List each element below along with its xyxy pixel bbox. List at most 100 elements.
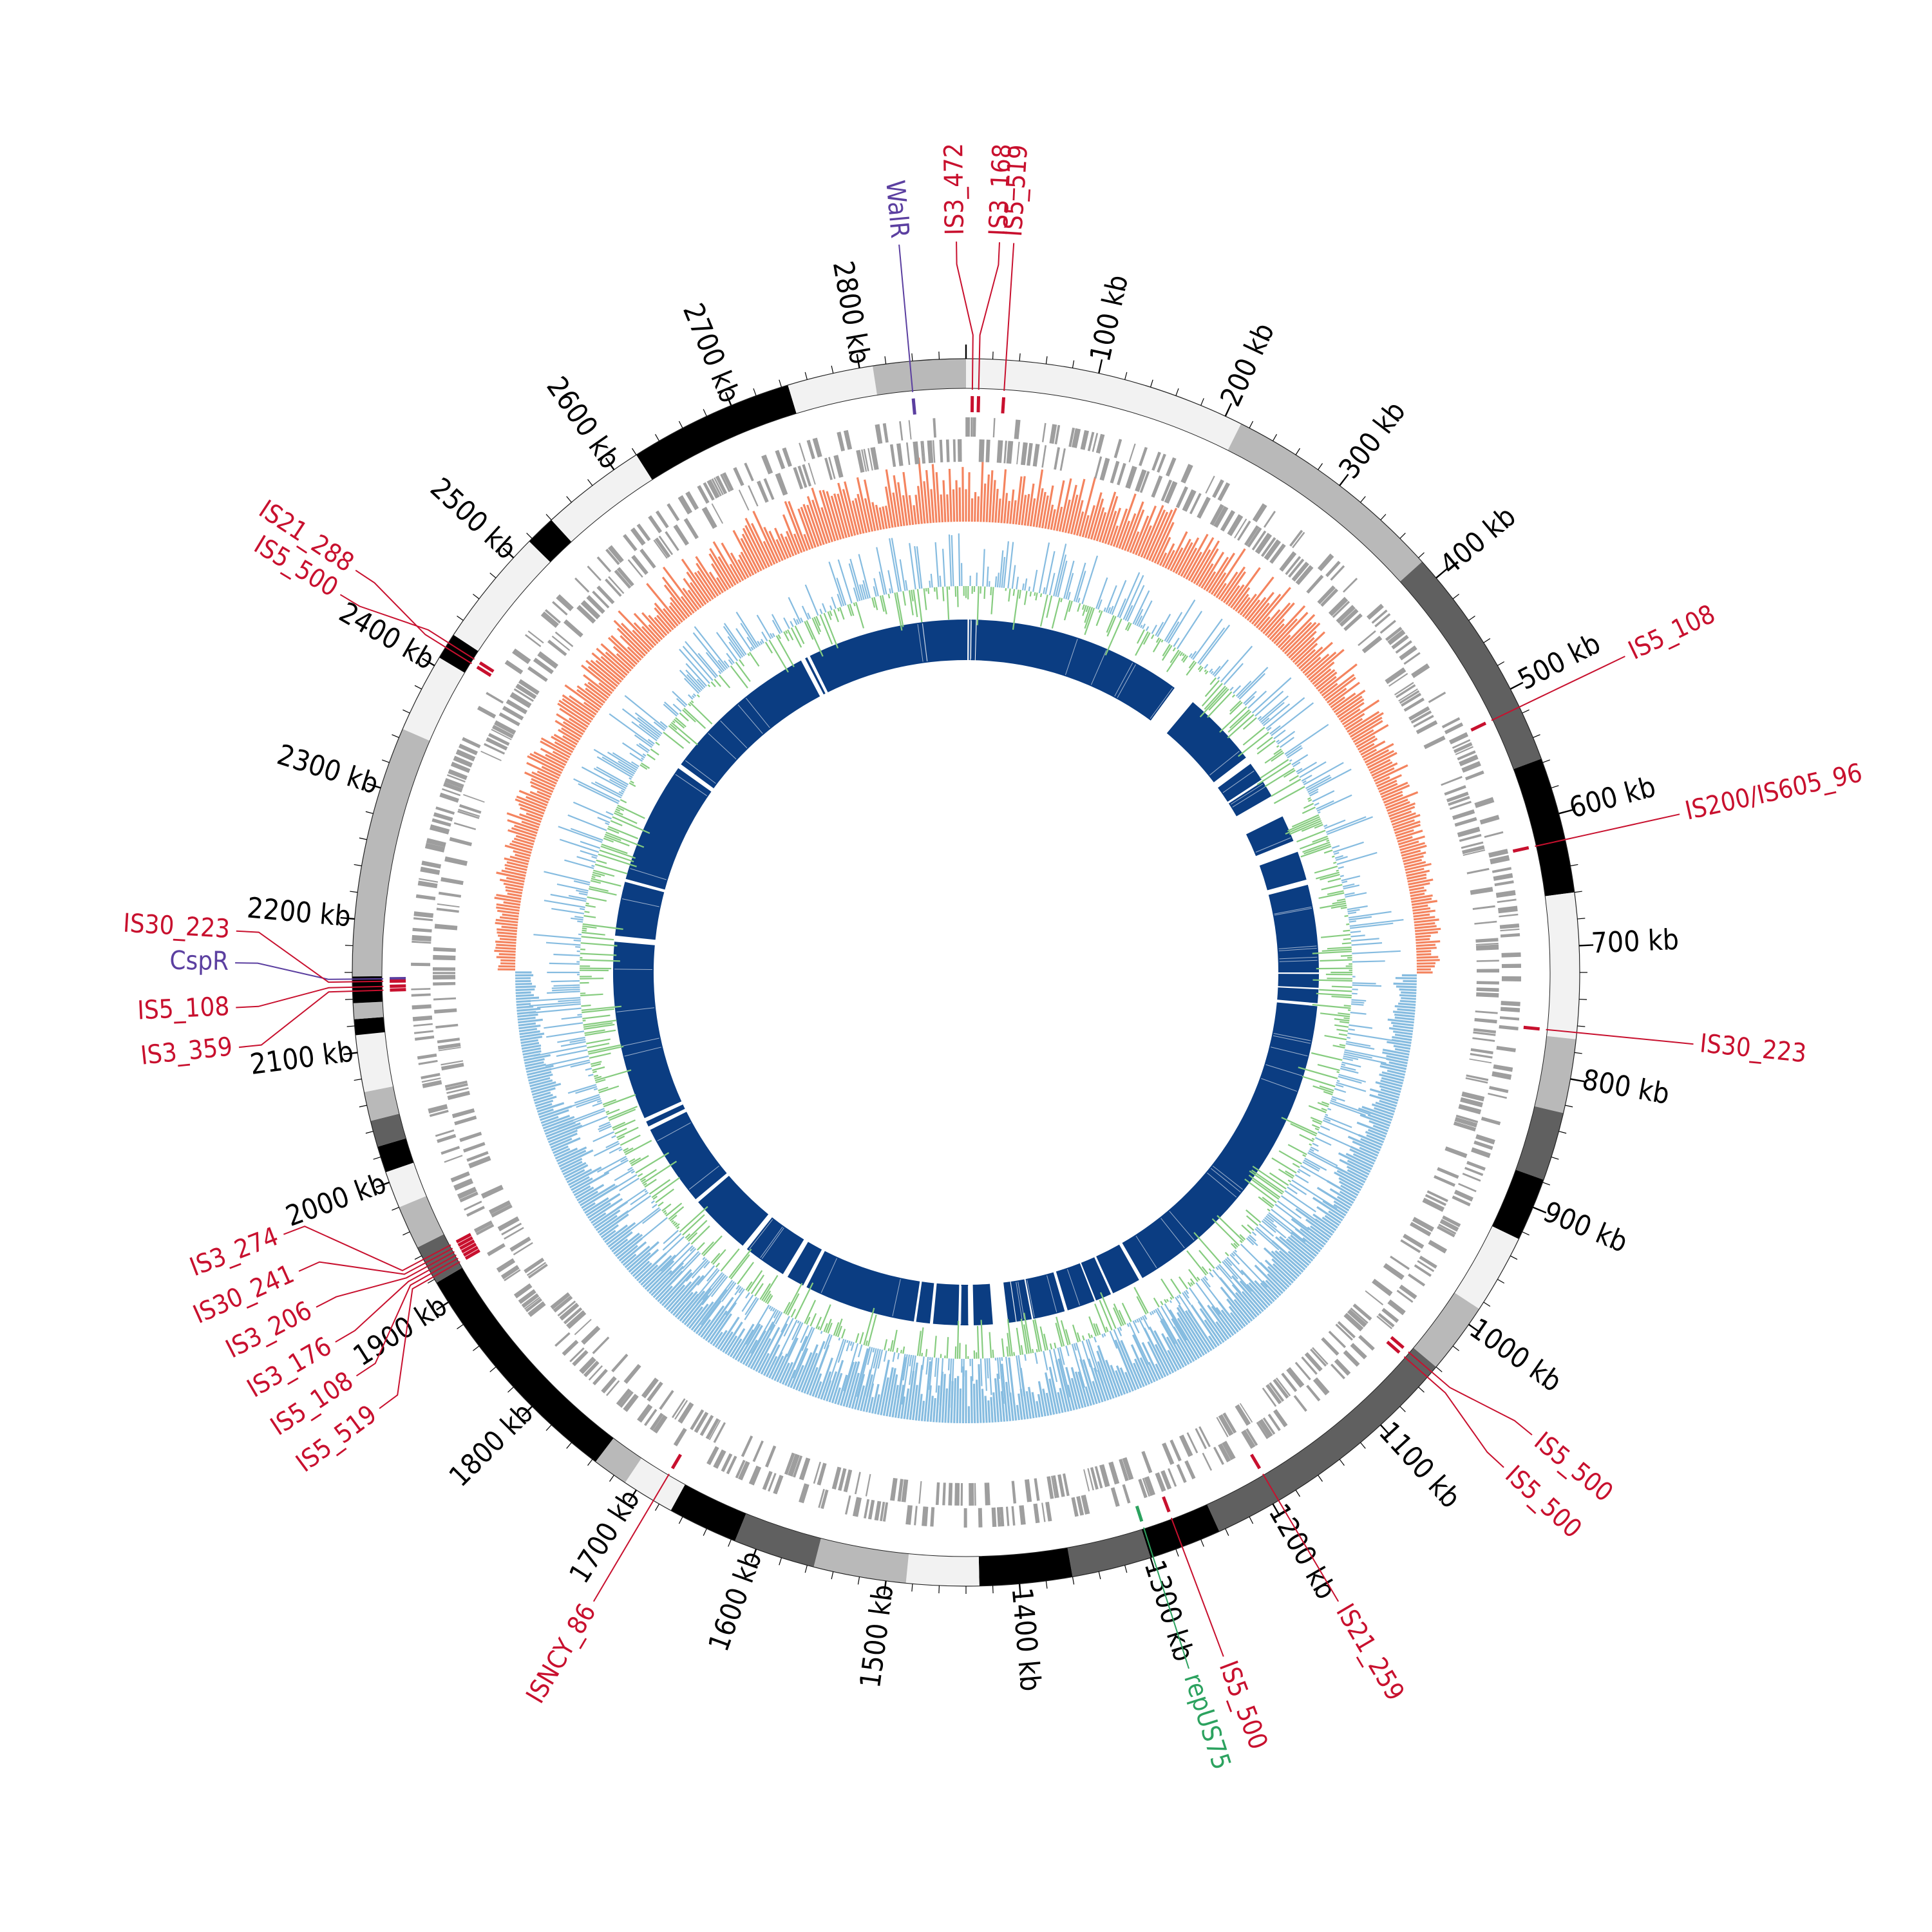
cds-block <box>443 782 463 793</box>
gc-skew-bar <box>501 869 526 877</box>
gc-skew-bar <box>1146 511 1169 560</box>
gc-content-bar <box>1333 851 1340 855</box>
cds-block <box>948 1482 953 1506</box>
major-tick <box>883 1580 887 1595</box>
gc-content-bar <box>1085 605 1089 612</box>
gc-content-bar <box>591 856 598 859</box>
gc-skew-bar <box>737 559 750 578</box>
cds-block <box>1494 880 1514 887</box>
gc-skew-bar <box>1118 1341 1140 1390</box>
gc-skew-bar <box>1206 556 1229 592</box>
gc-content-bar <box>576 1097 601 1108</box>
gc-skew-bar <box>587 1202 611 1219</box>
gc-skew-bar <box>1147 1341 1167 1378</box>
contig-segment <box>551 455 652 542</box>
gc-skew-bar <box>1392 819 1416 829</box>
gc-content-bar <box>1331 845 1340 849</box>
gc-skew-bar <box>613 620 649 655</box>
gc-content-bar <box>847 604 853 616</box>
gc-content-bar <box>726 652 735 664</box>
gc-content-bar <box>873 1349 879 1369</box>
gc-skew-bar <box>1092 1381 1101 1403</box>
gc-skew-bar <box>1304 653 1330 676</box>
gc-content-bar <box>679 712 689 722</box>
gc-content-bar <box>777 634 781 639</box>
gc-content-bar <box>1338 1033 1348 1036</box>
cds-block <box>439 792 459 803</box>
cds-block <box>1081 1495 1090 1515</box>
gc-skew-bar <box>809 1344 830 1396</box>
gc-content-bar <box>701 1241 714 1255</box>
gc-content-bar <box>551 986 580 989</box>
minor-tick <box>1380 514 1387 520</box>
gc-content-bar <box>582 931 605 936</box>
cds-block <box>1500 928 1520 932</box>
gc-content-bar <box>1218 1264 1233 1280</box>
gc-content-bar <box>1126 1323 1130 1327</box>
gc-content-bar <box>556 1049 588 1057</box>
contig-segment <box>1513 759 1575 896</box>
minor-tick <box>703 1528 707 1536</box>
cds-block <box>1492 867 1512 873</box>
gc-skew-bar <box>1382 1048 1410 1056</box>
gc-content-bar <box>1287 747 1303 759</box>
cds-block <box>1110 460 1120 484</box>
synteny-block <box>1228 781 1272 817</box>
gc-content-bar <box>612 1121 626 1129</box>
gc-skew-bar <box>1115 1370 1126 1395</box>
gc-content-bar <box>1345 892 1367 898</box>
gc-content-bar <box>986 566 989 587</box>
gc-content-bar <box>1273 748 1282 755</box>
cds-block <box>720 473 731 493</box>
gc-skew-bar <box>1265 1280 1282 1296</box>
gc-skew-bar <box>1213 548 1246 597</box>
gc-skew-bar <box>1084 505 1095 538</box>
gc-skew-bar <box>729 564 742 583</box>
gc-skew-bar <box>1380 1062 1407 1070</box>
gc-content-bar <box>652 1195 658 1200</box>
gc-skew-bar <box>1410 894 1433 900</box>
gc-content-bar <box>846 1340 851 1352</box>
gc-skew-bar <box>1308 649 1345 681</box>
cds-block <box>1462 1173 1481 1182</box>
gc-content-bar <box>1023 1324 1030 1354</box>
cds-block <box>436 907 459 913</box>
cds-block <box>1220 510 1235 532</box>
cds-block <box>457 1186 477 1200</box>
cds-block <box>996 1507 1001 1527</box>
cds-block <box>1416 720 1438 734</box>
gc-skew-bar <box>1345 717 1363 730</box>
gc-content-bar <box>891 538 902 592</box>
gc-content-bar <box>637 1173 643 1177</box>
gc-skew-bar <box>742 1340 758 1365</box>
gc-content-bar <box>1278 1150 1302 1165</box>
gc-content-bar <box>848 563 861 601</box>
gc-skew-bar <box>583 674 611 697</box>
gc-skew-bar <box>652 1265 685 1298</box>
gc-content-bar <box>999 550 1004 588</box>
cds-block <box>459 1191 478 1203</box>
gc-content-bar <box>850 1341 855 1351</box>
gc-content-bar <box>1034 1352 1038 1364</box>
gc-content-bar <box>1276 739 1280 743</box>
gc-content-bar <box>1233 685 1242 694</box>
gc-content-bar <box>685 669 705 690</box>
gc-content-bar <box>1351 1001 1365 1004</box>
cds-block <box>442 788 461 797</box>
gc-skew-bar <box>560 1157 583 1170</box>
gc-content-bar <box>909 543 916 590</box>
gc-skew-bar <box>690 1301 714 1331</box>
contig-segment <box>352 728 430 977</box>
minor-tick <box>1577 918 1586 920</box>
cds-block <box>1139 471 1150 493</box>
cds-block <box>1454 742 1473 753</box>
cds-block <box>1403 652 1421 665</box>
gc-skew-bar <box>930 489 935 523</box>
gc-skew-bar <box>632 629 652 650</box>
cds-block <box>1470 1048 1493 1055</box>
minor-tick <box>1497 1278 1505 1284</box>
gc-skew-bar <box>1115 1365 1129 1394</box>
cds-block <box>674 1399 688 1420</box>
cds-block <box>1110 1487 1120 1507</box>
gc-content-bar <box>1340 1067 1359 1074</box>
